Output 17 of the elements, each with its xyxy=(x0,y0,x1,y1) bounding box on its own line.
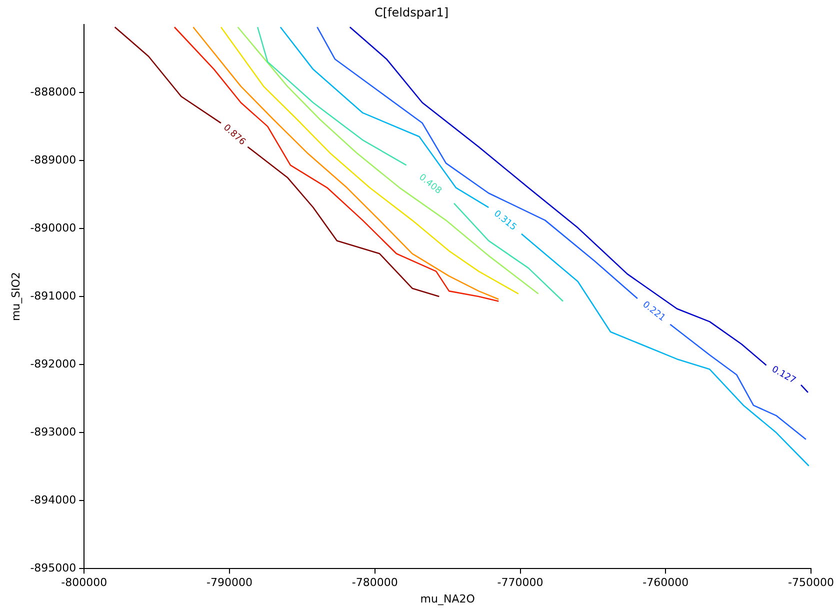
y-tick-label: -892000 xyxy=(30,357,76,370)
y-tick-label: -893000 xyxy=(30,425,76,438)
y-tick-label: -891000 xyxy=(30,289,76,302)
y-tick-label: -895000 xyxy=(30,561,76,574)
x-tick-label: -790000 xyxy=(206,576,253,590)
y-tick-label: -888000 xyxy=(30,85,76,98)
chart-title: C[feldspar1] xyxy=(374,5,449,20)
y-tick-label: -889000 xyxy=(30,153,76,166)
y-tick-label: -894000 xyxy=(30,493,76,506)
x-tick-label: -750000 xyxy=(788,576,834,590)
x-axis-title: mu_NA2O xyxy=(420,592,476,606)
x-tick-label: -770000 xyxy=(497,576,544,590)
x-tick-label: -800000 xyxy=(61,576,108,590)
y-tick-label: -890000 xyxy=(30,221,76,234)
x-tick-label: -780000 xyxy=(352,576,398,590)
y-axis-title: mu_SIO2 xyxy=(9,272,22,322)
x-tick-label: -760000 xyxy=(642,576,689,590)
